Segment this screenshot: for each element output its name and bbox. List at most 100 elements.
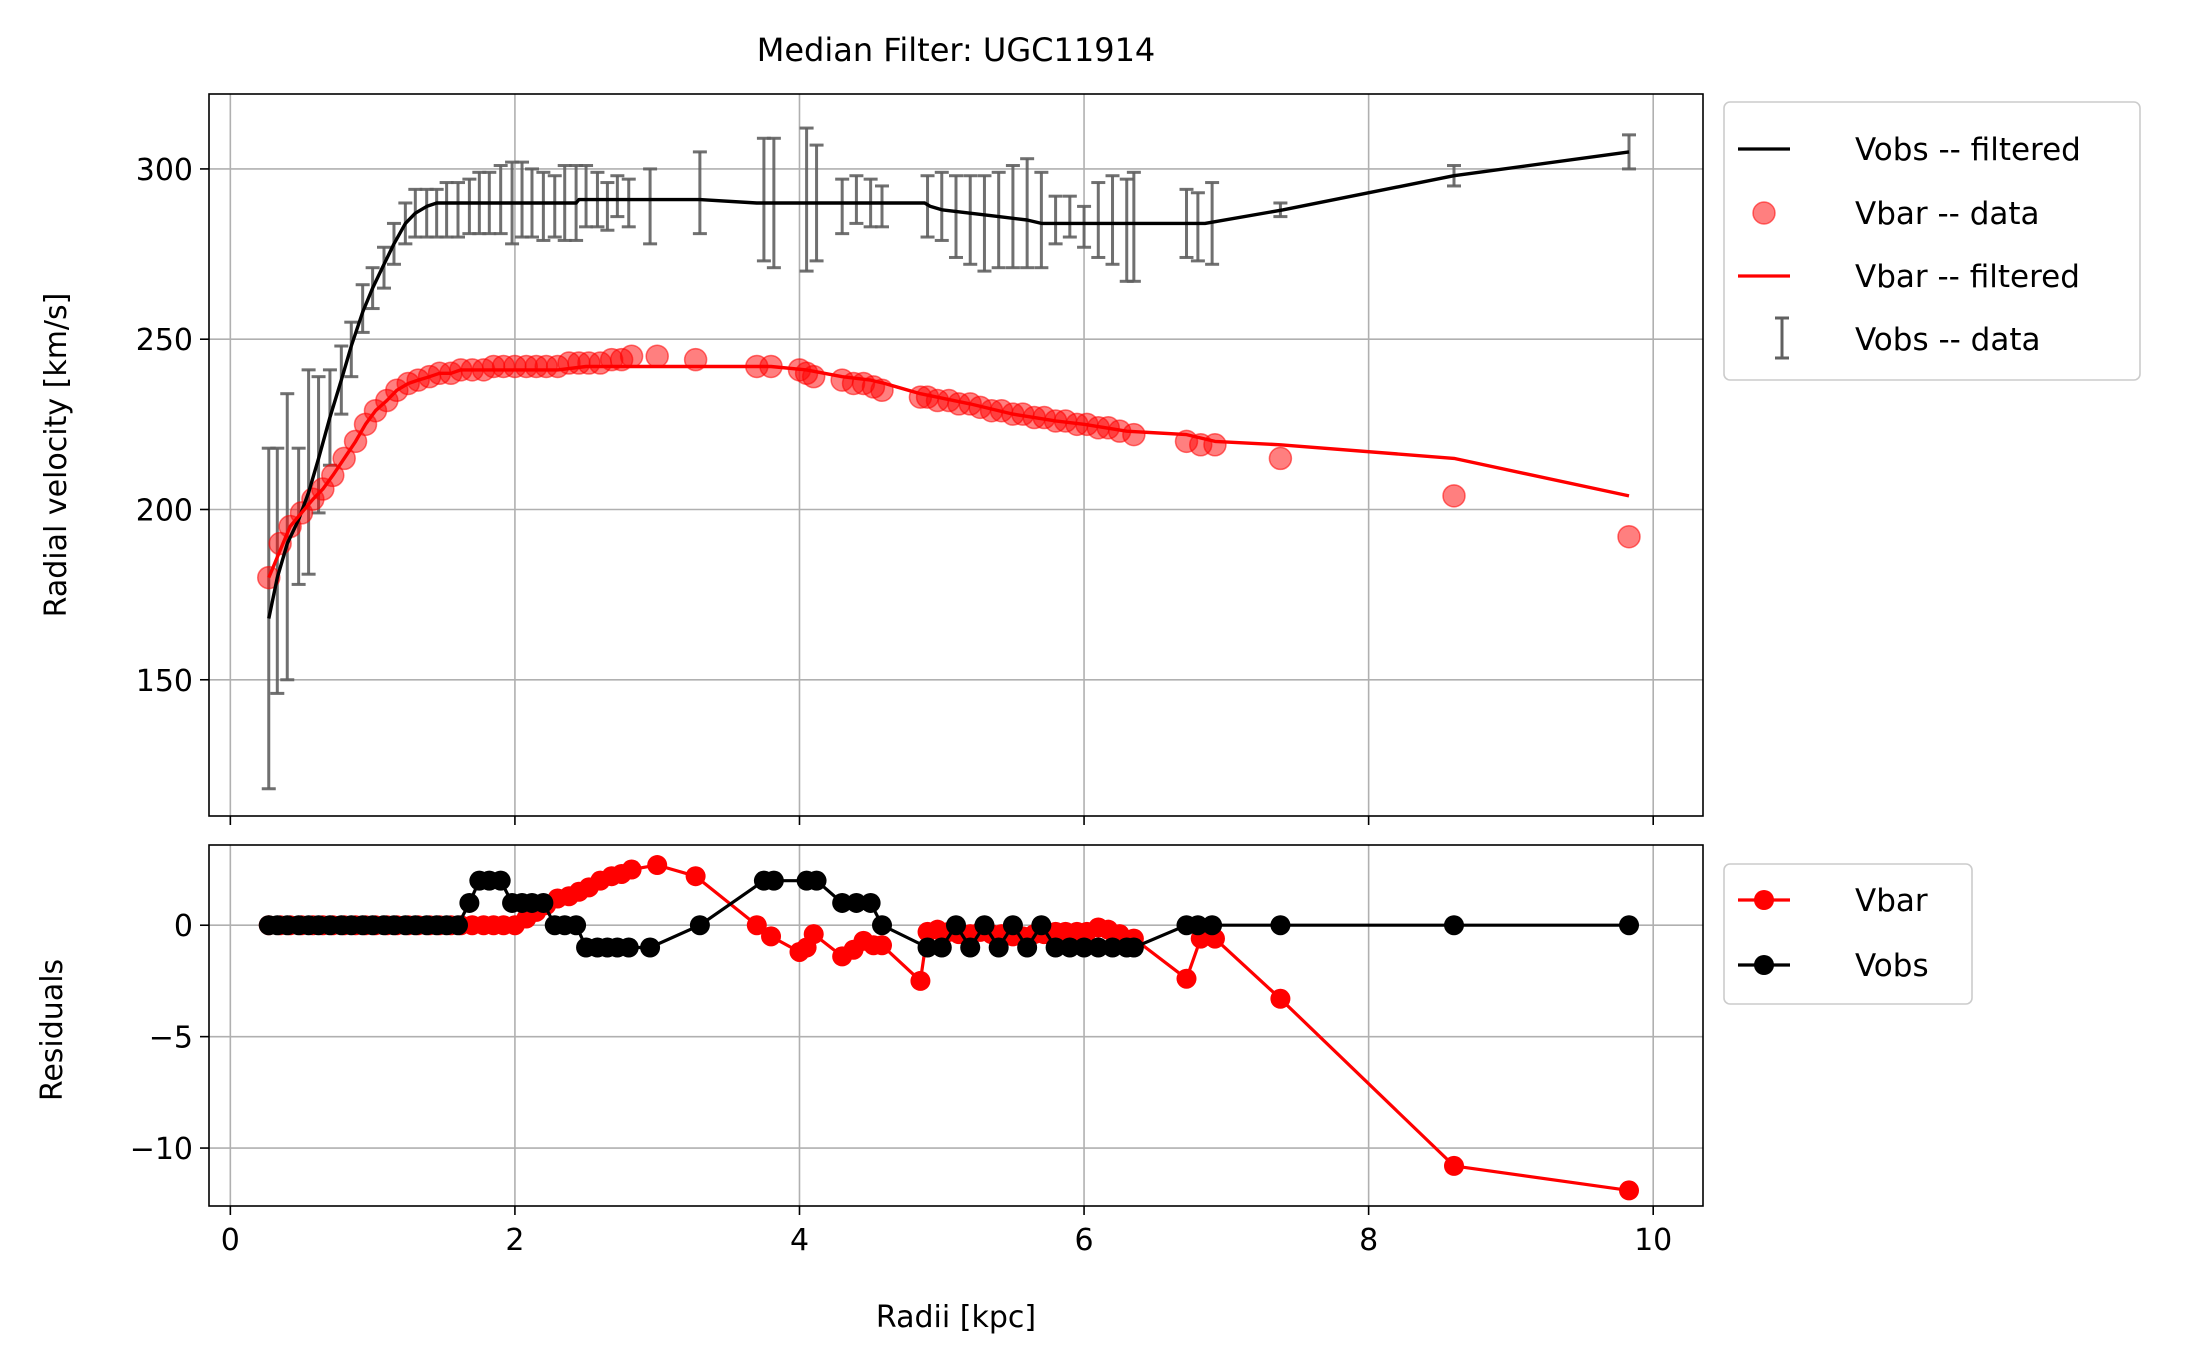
vbar-data-point	[1442, 484, 1466, 508]
vbar-residual-point	[685, 866, 706, 887]
vobs-errorbar	[643, 167, 658, 246]
vobs-errorbar	[621, 177, 636, 229]
vbar-residual-point	[647, 855, 668, 876]
vobs-errorbar	[991, 170, 1006, 270]
legend-key-vbar-data	[1752, 201, 1776, 225]
legend-label-vobs-filtered: Vobs -- filtered	[1855, 132, 2081, 168]
vobs-errorbar	[610, 174, 625, 219]
vobs-residual-point	[846, 892, 867, 913]
vobs-errorbar	[1091, 181, 1106, 259]
vobs-residual-point	[960, 937, 981, 958]
vobs-residual-point	[1074, 937, 1095, 958]
vobs-residual-point	[1102, 937, 1123, 958]
vobs-residual-point	[832, 892, 853, 913]
residuals-xtick-label: 0	[221, 1223, 240, 1258]
vobs-errorbar	[1020, 157, 1035, 270]
vobs-errorbar	[419, 187, 434, 239]
residuals-xtick-label: 6	[1075, 1223, 1094, 1258]
vobs-residual-point	[533, 892, 554, 913]
vobs-errorbar	[977, 174, 992, 273]
vobs-residual-point	[1017, 937, 1038, 958]
vbar-data-point	[1203, 433, 1227, 457]
vobs-residual-point	[1444, 915, 1464, 936]
vbar-data-point	[645, 344, 669, 368]
vobs-residual-point	[640, 937, 661, 958]
velocity-panel: 150 200 250 300 Radial velocity [km/s]	[39, 93, 1704, 825]
vobs-filtered-line	[267, 150, 1630, 619]
vobs-errorbar	[600, 181, 615, 232]
chart-title: Median Filter: UGC11914	[757, 31, 1156, 69]
vbar-residual-point	[761, 926, 782, 947]
vobs-residual-point	[1045, 937, 1066, 958]
vobs-errorbar	[462, 177, 477, 236]
residuals-xtick-label: 8	[1359, 1223, 1378, 1258]
vbar-residual-point	[1444, 1155, 1464, 1176]
vobs-errorbar	[692, 150, 707, 236]
vbar-residual-point	[1176, 968, 1197, 989]
vobs-errorbar	[493, 164, 508, 236]
vobs-errorbar	[849, 174, 864, 225]
vobs-errorbar	[1119, 177, 1134, 283]
residuals-ytick-label: 0	[174, 909, 193, 944]
residuals-xtick-label: 2	[505, 1223, 524, 1258]
vobs-residual-point	[448, 915, 468, 936]
vobs-errorbar	[1077, 204, 1092, 249]
velocity-legend: Vobs -- filtered Vbar -- data Vbar -- fi…	[1723, 101, 2141, 381]
residuals-panel: 0 2 4 6 8 10 −10 −5 0 Residuals Radii [kpc]	[35, 844, 1704, 1335]
vobs-residual-point	[689, 915, 710, 936]
vobs-errorbar	[1622, 133, 1637, 171]
residuals-xtick-label: 4	[790, 1223, 809, 1258]
residuals-ylabel: Residuals	[35, 959, 70, 1101]
residuals-axes-frame	[208, 844, 1704, 1207]
vbar-scatter	[257, 344, 1641, 590]
legend-label-vbar-filtered: Vbar -- filtered	[1855, 259, 2080, 295]
vobs-residual-point	[1270, 915, 1291, 936]
vobs-errorbar	[451, 181, 465, 239]
vobs-residual-point	[988, 937, 1009, 958]
vobs-errorbar	[756, 136, 771, 263]
vobs-residual-point	[1088, 937, 1109, 958]
velocity-ytick-label: 250	[136, 323, 193, 358]
legend-key-vobs-residual-marker	[1754, 955, 1774, 975]
residuals-ytick-label: −10	[130, 1132, 193, 1167]
residuals-ticks: 0 2 4 6 8 10 −10 −5 0	[130, 909, 1673, 1258]
vbar-residual-point	[621, 859, 642, 880]
legend-label-vbar-data: Vbar -- data	[1855, 196, 2040, 232]
vobs-errorbar	[963, 174, 978, 266]
vobs-residual-point	[1031, 915, 1052, 936]
vbar-residual-point	[910, 970, 931, 991]
vobs-residual-point	[618, 937, 639, 958]
vobs-residual-point	[459, 892, 480, 913]
vobs-residual-point	[566, 915, 587, 936]
legend-label-vbar-residual: Vbar	[1855, 883, 1928, 919]
vbar-data-point	[1268, 446, 1293, 471]
vobs-residual-point	[917, 937, 938, 958]
vobs-residual-point	[1187, 915, 1208, 936]
vobs-residual-point	[872, 915, 893, 936]
vobs-errorbar	[949, 174, 963, 259]
velocity-ylabel: Radial velocity [km/s]	[39, 293, 74, 618]
vbar-data-point	[619, 344, 644, 368]
vobs-errorbar	[1126, 170, 1141, 283]
legend-key-vobs-data	[1775, 316, 1789, 360]
vbar-residual-point	[1270, 988, 1291, 1009]
vbar-residual-line	[268, 863, 1630, 1192]
residuals-xtick-label: 10	[1634, 1223, 1672, 1258]
legend-label-vobs-residual: Vobs	[1855, 948, 1929, 984]
vobs-errorbar	[1190, 191, 1205, 263]
velocity-axes-frame	[208, 93, 1704, 817]
vobs-errorbar	[429, 187, 444, 239]
vobs-errorbar	[1034, 170, 1049, 270]
vobs-errorbar	[1048, 194, 1063, 246]
velocity-lines	[267, 150, 1630, 619]
velocity-ticks: 150 200 250 300	[136, 153, 1654, 825]
velocity-legend-box	[1723, 101, 2141, 381]
velocity-ytick-label: 200	[136, 493, 193, 528]
vobs-residual-line	[268, 879, 1629, 950]
vbar-residual-point	[803, 924, 824, 945]
residuals-legend-box	[1723, 863, 1973, 1005]
vobs-residual-point	[1002, 915, 1023, 936]
vobs-errorbar	[875, 184, 890, 229]
vobs-errorbar	[301, 368, 316, 576]
velocity-ytick-label: 150	[136, 664, 193, 699]
